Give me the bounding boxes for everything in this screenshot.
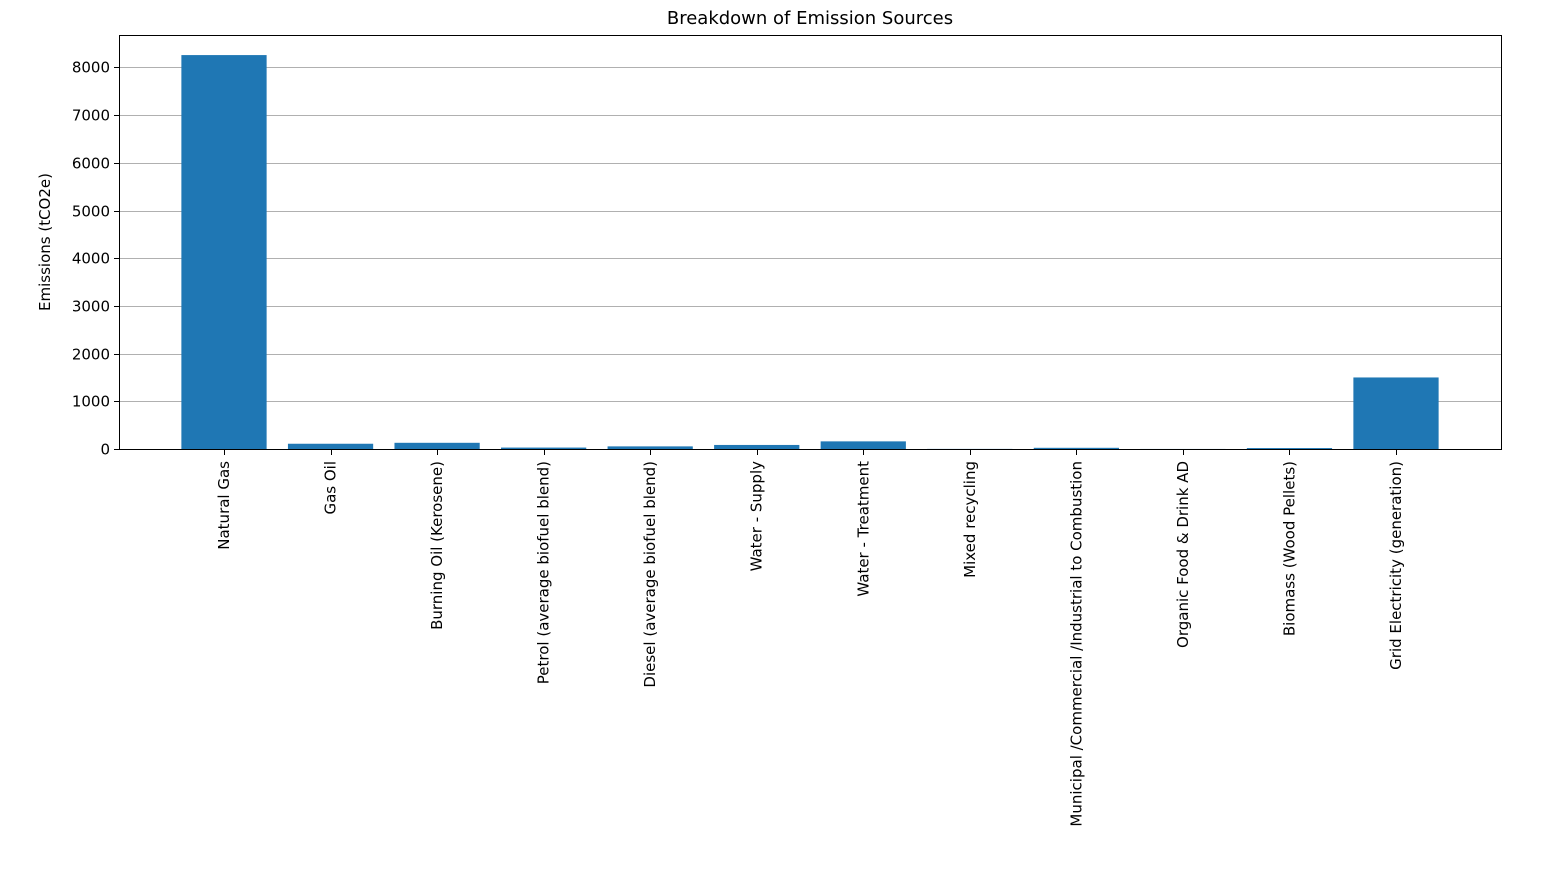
- bar: [714, 445, 799, 449]
- x-tick-label: Biomass (Wood Pellets): [1281, 461, 1299, 636]
- axes-frame: [120, 36, 1502, 450]
- x-tick-label: Water - Supply: [748, 461, 766, 572]
- x-tick-label: Petrol (average biofuel blend): [535, 461, 553, 684]
- y-tick-label: 6000: [72, 155, 110, 173]
- x-tick-label: Diesel (average biofuel blend): [641, 461, 659, 688]
- x-tick-label: Organic Food & Drink AD: [1174, 461, 1192, 648]
- bar: [1353, 377, 1438, 449]
- y-tick-label: 2000: [72, 346, 110, 364]
- x-tick-label: Grid Electricity (generation): [1387, 461, 1405, 670]
- x-tick-label: Gas Oil: [322, 461, 340, 515]
- x-tick-label: Mixed recycling: [961, 461, 979, 578]
- bars: [181, 55, 1438, 449]
- bar: [1034, 448, 1119, 449]
- bar: [1247, 448, 1332, 449]
- bar: [394, 443, 479, 449]
- bar: [181, 55, 266, 449]
- chart-title: Breakdown of Emission Sources: [667, 8, 953, 29]
- x-axis-ticks: Natural Gas Gas Oil Burning Oil (Kerosene)…: [215, 449, 1405, 827]
- y-tick-label: 4000: [72, 250, 110, 268]
- y-tick-label: 1000: [72, 393, 110, 411]
- y-tick-label: 8000: [72, 59, 110, 77]
- x-tick-label: Burning Oil (Kerosene): [428, 461, 446, 630]
- gridlines: [120, 68, 1501, 402]
- bar: [288, 444, 373, 449]
- x-tick-label: Municipal /Commercial /Industrial to Com…: [1067, 461, 1085, 827]
- y-axis-label: Emissions (tCO2e): [36, 173, 54, 311]
- x-tick-label: Water - Treatment: [854, 461, 872, 597]
- bar: [821, 441, 906, 449]
- bar: [608, 446, 693, 449]
- bar: [501, 448, 586, 449]
- y-tick-label: 0: [100, 441, 110, 459]
- y-axis-ticks: 0 1000 2000 3000 4000 5000 6000 7000 8000: [72, 59, 120, 459]
- y-tick-label: 7000: [72, 107, 110, 125]
- y-tick-label: 3000: [72, 298, 110, 316]
- x-tick-label: Natural Gas: [215, 461, 233, 550]
- y-tick-label: 5000: [72, 203, 110, 221]
